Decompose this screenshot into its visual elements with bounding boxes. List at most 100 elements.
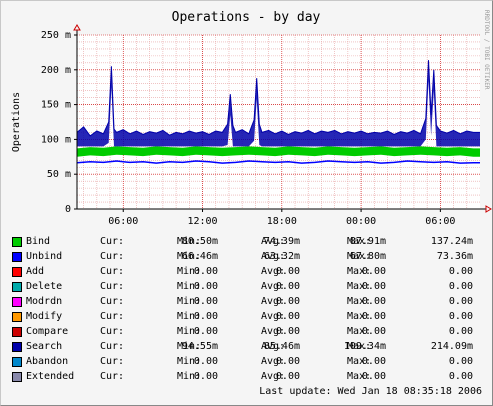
x-tick-label: 06:00	[425, 216, 455, 227]
legend-min-label: Min:	[177, 236, 202, 247]
legend-name: Modrdn	[26, 296, 63, 307]
legend-cur-label: Cur:	[100, 371, 125, 382]
legend-cur-label: Cur:	[100, 251, 125, 262]
legend-cur-value: 0.00	[193, 311, 218, 322]
legend-min-label: Min:	[177, 326, 202, 337]
legend-max-label: Max:	[347, 356, 372, 367]
legend-avg-label: Avg:	[261, 341, 286, 352]
legend-name: Abandon	[26, 356, 69, 367]
legend-max-value: 0.00	[448, 266, 473, 277]
legend-swatch	[12, 327, 22, 337]
legend-row-abandon: Abandon Cur: 0.00 Min: 0.00 Avg: 0.00 Max: 0.00	[0, 354, 493, 369]
x-axis-arrow	[485, 205, 492, 213]
legend-avg-value: 0.00	[361, 326, 386, 337]
legend-cur-value: 0.00	[193, 356, 218, 367]
legend-min-label: Min:	[177, 356, 202, 367]
legend-max-label: Max:	[347, 371, 372, 382]
legend-cur-label: Cur:	[100, 326, 125, 337]
y-tick-label: 200 m	[41, 65, 71, 76]
plot-area	[77, 35, 480, 209]
legend-avg-value: 109.34m	[343, 341, 386, 352]
x-tick-labels: 06:00 12:00 18:00 00:00 06:00	[108, 209, 455, 227]
y-tick-label: 100 m	[41, 134, 71, 145]
legend-avg-value: 0.00	[361, 266, 386, 277]
legend-max-value: 0.00	[448, 371, 473, 382]
legend-max-label: Max:	[347, 341, 372, 352]
legend-cur-value: 0.00	[193, 266, 218, 277]
legend-min-label: Min:	[177, 266, 202, 277]
series-search	[76, 60, 480, 137]
legend-cur-value: 0.00	[193, 371, 218, 382]
y-tick-label: 50 m	[47, 169, 71, 180]
legend-min-value: 0.00	[275, 326, 300, 337]
legend-cur-label: Cur:	[100, 356, 125, 367]
legend-row-search: Search Cur: 94.55m Min: 85.46m Avg: 109.34m Max…	[0, 339, 493, 354]
legend-swatch	[12, 282, 22, 292]
legend-avg-value: 0.00	[361, 296, 386, 307]
x-tick-label: 12:00	[187, 216, 217, 227]
y-tick-label: 250 m	[41, 30, 71, 41]
last-update: Last update: Wed Jan 18 08:35:18 2006	[259, 386, 482, 397]
series-search-band	[77, 60, 480, 147]
legend-cur-value: 0.00	[193, 326, 218, 337]
legend-min-label: Min:	[177, 281, 202, 292]
legend-min-label: Min:	[177, 296, 202, 307]
legend-cur-value: 94.55m	[181, 341, 218, 352]
chart-svg: 0 50 m 100 m 150 m 200 m 250 m 06:00 12:00 18:0…	[11, 10, 492, 227]
legend-cur-value: 66.46m	[181, 251, 218, 262]
legend-avg-value: 0.00	[361, 371, 386, 382]
legend-name: Unbind	[26, 251, 63, 262]
legend-min-value: 63.32m	[263, 251, 300, 262]
legend-cur-label: Cur:	[100, 296, 125, 307]
legend-max-value: 73.36m	[436, 251, 473, 262]
legend-max-value: 0.00	[448, 311, 473, 322]
legend-min-value: 0.00	[275, 311, 300, 322]
legend-row-modify: Modify Cur: 0.00 Min: 0.00 Avg: 0.00 Max: 0.00	[0, 309, 493, 324]
legend-name: Bind	[26, 236, 51, 247]
legend-avg-label: Avg:	[261, 311, 286, 322]
legend-avg-label: Avg:	[261, 236, 286, 247]
legend-row-modrdn: Modrdn Cur: 0.00 Min: 0.00 Avg: 0.00 Max: 0.00	[0, 294, 493, 309]
legend-name: Modify	[26, 311, 63, 322]
legend-avg-label: Avg:	[261, 266, 286, 277]
legend-row-delete: Delete Cur: 0.00 Min: 0.00 Avg: 0.00 Max: 0.00	[0, 279, 493, 294]
x-tick-label: 18:00	[267, 216, 297, 227]
legend-max-label: Max:	[347, 266, 372, 277]
legend-avg-value: 0.00	[361, 311, 386, 322]
legend-cur-value: 0.00	[193, 296, 218, 307]
legend-avg-label: Avg:	[261, 371, 286, 382]
legend-row-add: Add Cur: 0.00 Min: 0.00 Avg: 0.00 Max: 0.00	[0, 264, 493, 279]
legend-min-value: 0.00	[275, 371, 300, 382]
legend-row-extended: Extended Cur: 0.00 Min: 0.00 Avg: 0.00 Max: 0.00	[0, 369, 493, 384]
legend-min-value: 0.00	[275, 281, 300, 292]
legend-max-label: Max:	[347, 251, 372, 262]
chart-title: Operations - by day	[172, 10, 321, 25]
legend-avg-label: Avg:	[261, 326, 286, 337]
legend-max-label: Max:	[347, 296, 372, 307]
legend-row-bind: Bind Cur: 80.50m Min: 74.39m Avg: 87.91m Max: 13…	[0, 234, 493, 249]
y-axis-label: Operations	[11, 92, 22, 152]
x-tick-label: 06:00	[108, 216, 138, 227]
legend-max-label: Max:	[347, 311, 372, 322]
legend-cur-label: Cur:	[100, 281, 125, 292]
y-tick-label: 0	[65, 204, 71, 215]
legend-avg-label: Avg:	[261, 296, 286, 307]
legend-min-label: Min:	[177, 371, 202, 382]
y-tick-label: 150 m	[41, 100, 71, 111]
legend-name: Search	[26, 341, 63, 352]
legend-name: Extended	[26, 371, 75, 382]
legend-row-compare: Compare Cur: 0.00 Min: 0.00 Avg: 0.00 Max: 0.00	[0, 324, 493, 339]
legend-name: Add	[26, 266, 45, 277]
legend-swatch	[12, 357, 22, 367]
x-tick-label: 00:00	[346, 216, 376, 227]
legend-max-value: 0.00	[448, 296, 473, 307]
legend-name: Compare	[26, 326, 69, 337]
legend-swatch	[12, 267, 22, 277]
legend-max-value: 0.00	[448, 356, 473, 367]
series-bind-line	[76, 148, 480, 155]
legend-min-label: Min:	[177, 341, 202, 352]
legend-avg-value: 0.00	[361, 356, 386, 367]
legend-swatch	[12, 297, 22, 307]
legend-avg-value: 0.00	[361, 281, 386, 292]
legend-row-unbind: Unbind Cur: 66.46m Min: 63.32m Avg: 67.80m Max:…	[0, 249, 493, 264]
